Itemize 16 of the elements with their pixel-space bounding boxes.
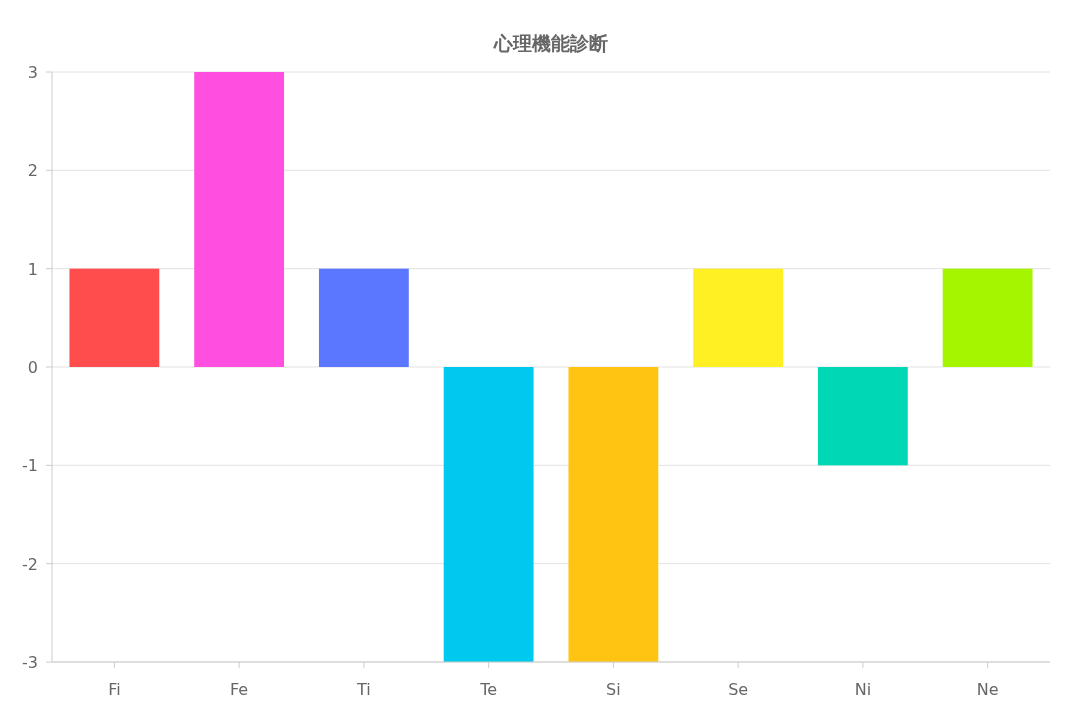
x-tick-label: Si [606, 680, 621, 699]
y-tick-label: -1 [22, 456, 38, 476]
x-tick-label: Ne [976, 680, 999, 699]
x-tick-label: Ti [356, 680, 371, 699]
x-tick-label: Fe [230, 680, 249, 699]
y-tick-label: -2 [22, 554, 38, 574]
x-tick-label: Te [479, 680, 498, 699]
y-tick-label: 0 [27, 358, 38, 377]
chart-title: 心理機能診断 [493, 32, 608, 54]
x-tick-label: Fi [108, 680, 121, 699]
y-tick-label: 3 [27, 63, 38, 82]
y-tick-label: -3 [22, 653, 38, 672]
y-tick-label: 1 [27, 259, 38, 279]
x-tick-label: Ni [854, 680, 872, 699]
y-tick-label: 2 [27, 161, 38, 181]
x-tick-label: Se [728, 680, 749, 699]
